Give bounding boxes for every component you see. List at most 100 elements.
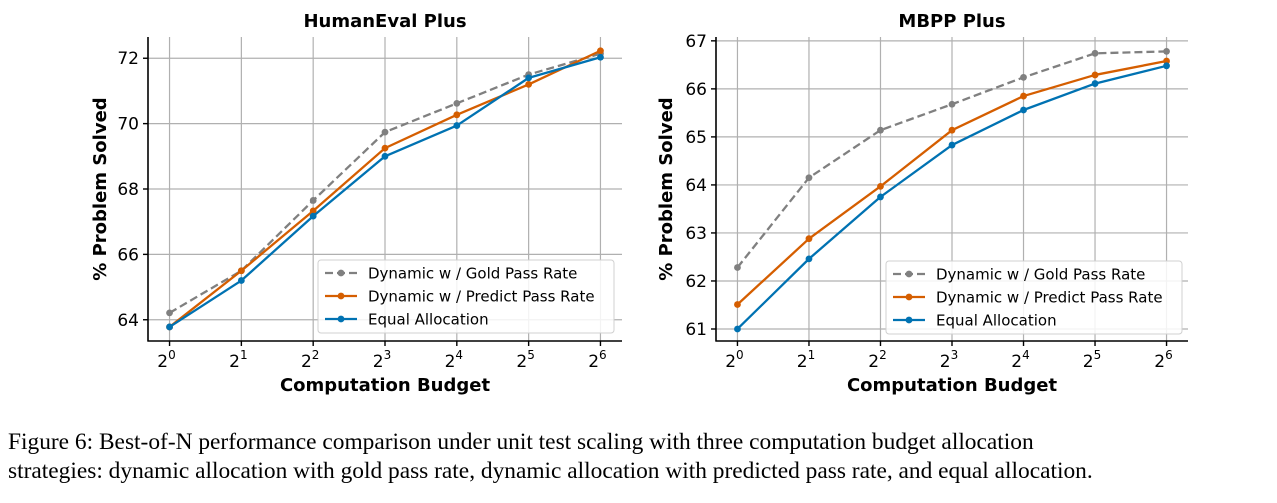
data-point (734, 301, 741, 308)
data-point (309, 207, 317, 215)
y-tick-label: 62 (685, 272, 707, 292)
y-axis-label: % Problem Solved (656, 97, 677, 280)
legend-swatch-marker (337, 315, 345, 323)
data-point (877, 193, 884, 201)
x-tick-label: 23 (373, 348, 391, 372)
data-point (166, 309, 173, 317)
x-tick-base: 2 (516, 352, 527, 372)
legend-label: Dynamic w / Predict Pass Rate (936, 289, 1163, 307)
data-point (877, 126, 884, 134)
data-point (1163, 48, 1170, 55)
x-tick-exponent: 3 (384, 348, 392, 362)
x-tick-base: 2 (1083, 352, 1094, 372)
x-tick-label: 21 (229, 348, 247, 372)
x-tick-exponent: 5 (1094, 348, 1102, 362)
series-predict (734, 57, 1170, 308)
y-tick-label: 63 (685, 224, 707, 244)
data-point (309, 197, 317, 204)
y-tick-label: 68 (117, 180, 139, 200)
x-axis-label: Computation Budget (847, 375, 1058, 396)
data-point (309, 212, 317, 220)
legend-swatch-marker (905, 293, 913, 301)
caption-line-2: strategies: dynamic allocation with gold… (8, 458, 1093, 484)
data-point (948, 141, 956, 149)
x-tick-base: 2 (229, 352, 240, 372)
data-point (597, 47, 604, 55)
y-tick-label: 64 (685, 176, 707, 196)
x-tick-base: 2 (797, 352, 808, 372)
x-tick-base: 2 (373, 352, 384, 372)
y-tick-label: 70 (117, 115, 139, 135)
x-tick-exponent: 2 (879, 348, 887, 362)
x-tick-exponent: 4 (455, 348, 463, 362)
x-tick-label: 20 (725, 348, 743, 372)
x-axis-label: Computation Budget (280, 375, 491, 396)
data-point (805, 235, 813, 243)
series-equal (734, 62, 1170, 333)
x-tick-label: 26 (588, 348, 606, 372)
data-point (734, 264, 741, 271)
data-point (237, 267, 245, 275)
data-point (453, 99, 461, 107)
legend-label: Dynamic w / Gold Pass Rate (936, 266, 1145, 284)
data-point (453, 111, 461, 119)
legend-box (317, 259, 615, 334)
x-tick-exponent: 6 (1165, 348, 1173, 362)
y-tick-label: 66 (117, 245, 139, 265)
x-tick-label: 25 (516, 348, 534, 372)
x-tick-base: 2 (301, 352, 312, 372)
data-point (237, 277, 245, 284)
legend: Dynamic w / Gold Pass Rate Dynamic w / Pr… (317, 259, 615, 334)
x-tick-exponent: 2 (312, 348, 320, 362)
legend-label: Dynamic w / Predict Pass Rate (368, 288, 595, 306)
x-tick-label: 22 (301, 348, 319, 372)
legend-swatch-marker (337, 269, 345, 277)
data-point (948, 100, 956, 108)
legend-label: Equal Allocation (368, 311, 489, 329)
y-tick-label: 64 (117, 311, 139, 331)
y-tick-label: 66 (685, 80, 707, 100)
x-tick-label: 21 (797, 348, 815, 372)
x-tick-exponent: 6 (599, 348, 607, 362)
data-point (525, 74, 533, 82)
data-point (597, 53, 604, 61)
x-tick-label: 24 (445, 348, 463, 372)
x-tick-base: 2 (725, 352, 736, 372)
y-tick-label: 72 (117, 49, 139, 69)
data-point (948, 126, 956, 134)
legend-box (885, 260, 1183, 335)
data-point (381, 152, 389, 160)
x-tick-label: 22 (868, 348, 886, 372)
legend-swatch-marker (905, 316, 913, 324)
x-tick-label: 20 (157, 348, 175, 372)
y-tick-label: 67 (685, 32, 707, 52)
data-point (525, 80, 533, 88)
legend-swatch-marker (905, 270, 913, 278)
data-point (1163, 57, 1170, 65)
x-tick-base: 2 (588, 352, 599, 372)
data-point (1020, 106, 1027, 114)
x-tick-base: 2 (445, 352, 456, 372)
data-point (1020, 92, 1027, 100)
legend-swatch-marker (337, 292, 345, 300)
data-point (1091, 71, 1099, 79)
x-tick-base: 2 (868, 352, 879, 372)
data-point (805, 255, 813, 263)
data-point (1163, 62, 1170, 70)
data-point (166, 323, 173, 331)
chart-title: MBPP Plus (898, 11, 1005, 32)
x-tick-label: 26 (1154, 348, 1172, 372)
figure-caption: Figure 6: Best-of-N performance comparis… (8, 428, 1270, 486)
x-tick-base: 2 (157, 352, 168, 372)
chart-title: HumanEval Plus (303, 11, 466, 32)
y-tick-label: 65 (685, 128, 707, 148)
series-gold (734, 48, 1170, 271)
data-point (734, 325, 741, 333)
legend-label: Dynamic w / Gold Pass Rate (368, 265, 577, 283)
x-tick-label: 25 (1083, 348, 1101, 372)
x-tick-base: 2 (1154, 352, 1165, 372)
x-tick-label: 23 (940, 348, 958, 372)
